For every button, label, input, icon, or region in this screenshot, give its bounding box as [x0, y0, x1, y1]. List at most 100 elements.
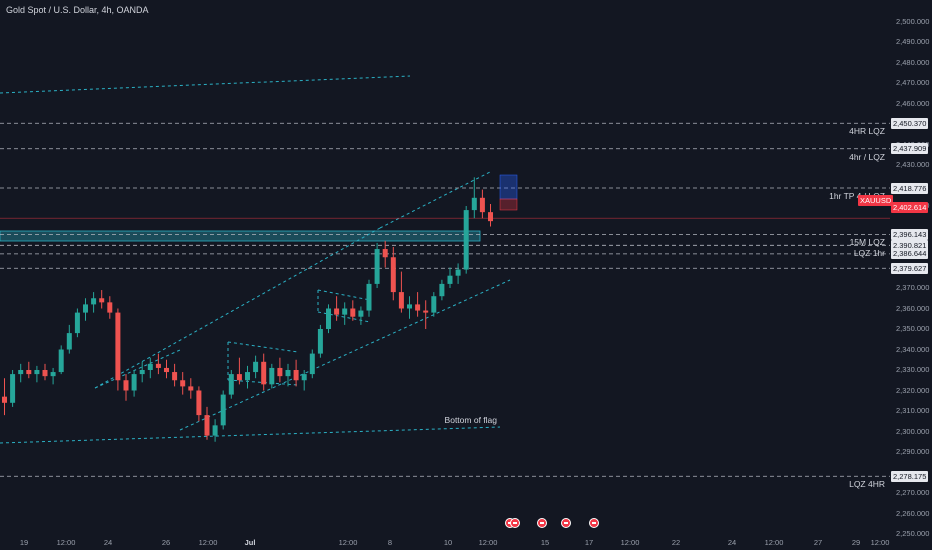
y-tick-label: 2,470.000 — [896, 78, 930, 87]
trend-line — [0, 426, 501, 444]
candle-body — [423, 310, 429, 313]
candle-body — [123, 380, 129, 391]
x-tick-label: 12:00 — [478, 538, 498, 547]
y-tick-label: 2,310.000 — [896, 406, 930, 415]
economic-event-icon[interactable] — [561, 518, 571, 528]
candle-body — [228, 374, 234, 395]
trend-line — [0, 75, 411, 94]
x-tick-label: 8 — [387, 538, 393, 547]
candle-body — [180, 380, 186, 387]
candle-body — [2, 396, 7, 403]
trend-line — [94, 227, 381, 389]
level-price-tag: 2,437.909 — [891, 143, 929, 155]
candle-body — [261, 361, 267, 385]
candle-body — [342, 308, 348, 315]
x-tick-label: 17 — [584, 538, 594, 547]
candle-body — [374, 249, 380, 284]
candle-body — [115, 312, 121, 381]
x-tick-label: 29 — [851, 538, 861, 547]
candle-body — [99, 298, 105, 303]
y-tick-label: 2,250.000 — [896, 529, 930, 538]
position-box-stop — [499, 198, 518, 211]
economic-event-icon[interactable] — [589, 518, 599, 528]
candle-body — [236, 374, 242, 381]
candle-body — [58, 349, 64, 373]
y-tick-label: 2,480.000 — [896, 57, 930, 67]
candle-body — [245, 372, 250, 381]
lqz-zone — [0, 230, 481, 242]
candle-body — [220, 394, 226, 426]
symbol-title: Gold Spot / U.S. Dollar, 4h, OANDA — [6, 5, 149, 15]
candle-body — [26, 370, 32, 375]
y-tick-label: 2,360.000 — [896, 303, 930, 313]
candle-body — [139, 370, 145, 375]
price-chart[interactable] — [0, 0, 890, 532]
bottom-of-flag-annotation: Bottom of flag — [444, 415, 497, 425]
candle-body — [131, 374, 137, 391]
y-tick-label: 2,490.000 — [896, 37, 930, 46]
level-price-tag: 2,386.644 — [891, 248, 929, 260]
level-price-tag: 2,278.175 — [891, 470, 929, 482]
candle-body — [455, 269, 461, 276]
candle-body — [196, 390, 202, 416]
candle-body — [488, 212, 493, 222]
y-tick-label: 2,300.000 — [896, 426, 930, 436]
x-tick-label: 12:00 — [198, 538, 218, 547]
candle-body — [212, 425, 218, 436]
level-annotation: LQZ 1hr — [853, 248, 885, 259]
y-tick-label: 2,270.000 — [896, 488, 930, 497]
x-tick-label: Jul — [244, 538, 256, 547]
candle-body — [471, 197, 477, 211]
candle-body — [382, 249, 388, 258]
y-tick-label: 2,260.000 — [896, 508, 930, 518]
candle-body — [398, 292, 404, 309]
candle-body — [358, 310, 364, 317]
x-tick-label: 24 — [103, 538, 113, 547]
x-tick-label: 22 — [671, 538, 681, 547]
candle-body — [277, 367, 283, 377]
trend-line — [179, 279, 511, 431]
candle-body — [91, 298, 97, 305]
y-tick-label: 2,500.000 — [896, 16, 930, 26]
candle-body — [83, 304, 88, 313]
candle-body — [309, 353, 315, 375]
x-tick-label: 15 — [540, 538, 550, 547]
level-price-tag: 2,390.821 — [891, 239, 929, 251]
position-box-target — [499, 174, 518, 200]
candle-body — [390, 257, 396, 293]
candle-body — [479, 197, 485, 213]
current-price-symbol: XAUUSD — [858, 195, 894, 206]
candle-body — [317, 329, 323, 354]
candle-body — [253, 361, 259, 373]
time-axis[interactable] — [0, 532, 932, 550]
y-tick-label: 2,320.000 — [896, 385, 930, 395]
candle-body — [147, 363, 153, 370]
candle-body — [293, 370, 299, 381]
y-tick-label: 2,340.000 — [896, 344, 930, 354]
current-price-label: 2,402.614 — [891, 202, 929, 213]
y-tick-label: 2,370.000 — [896, 283, 930, 292]
candle-body — [439, 283, 445, 297]
trend-line — [317, 289, 371, 301]
candle-body — [407, 304, 412, 309]
y-tick-label: 2,290.000 — [896, 447, 930, 456]
economic-event-icon[interactable] — [510, 518, 520, 528]
y-tick-label: 2,430.000 — [896, 160, 930, 169]
candle-body — [285, 370, 291, 377]
candle-body — [415, 304, 421, 311]
level-price-tag: 2,379.627 — [891, 262, 929, 274]
x-tick-label: 24 — [727, 538, 737, 547]
x-tick-label: 12:00 — [338, 538, 358, 547]
level-annotation: 4hr / LQZ — [849, 151, 885, 162]
x-tick-label: 27 — [813, 538, 823, 547]
candle-body — [172, 372, 178, 381]
candle-body — [66, 333, 72, 350]
candle-body — [42, 370, 48, 377]
candle-body — [204, 415, 210, 436]
level-price-tag: 2,396.143 — [891, 228, 929, 240]
level-annotation: LQZ 4HR — [849, 479, 885, 490]
candle-body — [155, 363, 161, 368]
economic-event-icon[interactable] — [537, 518, 547, 528]
y-tick-label: 2,330.000 — [896, 365, 930, 374]
